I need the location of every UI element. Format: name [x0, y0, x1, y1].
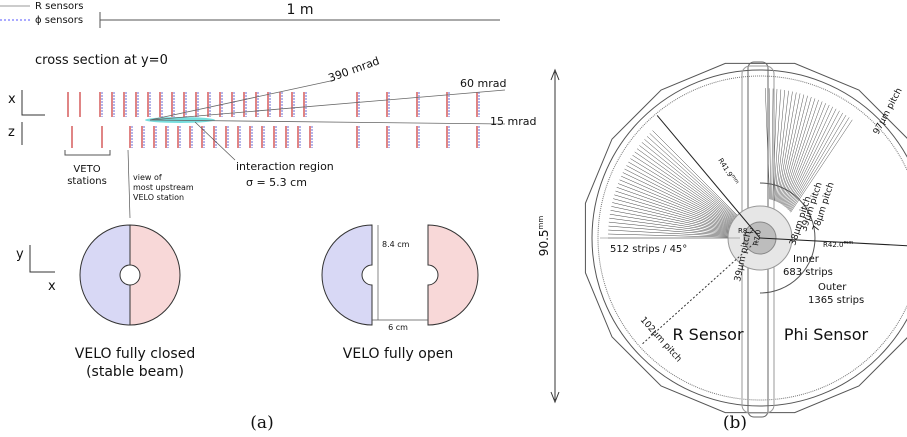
veto-bracket	[65, 150, 110, 155]
outer-label: 1365 strips	[808, 295, 864, 306]
section-title: cross section at y=0	[35, 53, 168, 68]
legend-phi: ϕ sensors	[35, 15, 83, 26]
line-390mrad	[150, 80, 335, 120]
height-unit: mm	[537, 216, 545, 230]
interaction-label: σ = 5.3 cm	[246, 176, 307, 189]
sensor-name: R Sensor	[672, 325, 743, 344]
radius-inner: R8.2	[738, 227, 754, 235]
panel-label: (b)	[723, 413, 747, 433]
inner-label: 683 strips	[783, 267, 833, 278]
phi-strip	[777, 92, 793, 202]
radius-unit: mm	[843, 240, 853, 246]
height-value: 90.5	[537, 229, 551, 256]
axis-z: z	[8, 125, 15, 140]
line-60mrad	[150, 90, 505, 120]
axis-x: x	[8, 92, 16, 107]
velo-half	[80, 225, 130, 325]
phi-strip	[772, 89, 773, 200]
angle-15: 15 mrad	[490, 115, 536, 128]
inner-label: Inner	[793, 254, 820, 265]
dim-width: 6 cm	[388, 323, 408, 332]
view-label: VELO station	[133, 193, 184, 202]
caption-closed: (stable beam)	[86, 364, 184, 380]
view-label: view of	[133, 173, 162, 182]
veto-label: stations	[67, 176, 107, 187]
axis-x: x	[48, 279, 56, 294]
r-strip	[620, 180, 733, 227]
caption-open: VELO fully open	[343, 346, 453, 362]
r-strip	[628, 162, 734, 223]
velo-half	[322, 225, 372, 325]
phi-strip	[778, 92, 797, 202]
height-label: 90.5mm	[537, 216, 551, 257]
angle-60: 60 mrad	[460, 77, 506, 90]
outer-label: Outer	[818, 282, 847, 293]
phi-strip	[765, 88, 769, 199]
phi-strip	[769, 88, 771, 199]
axes-top	[22, 90, 45, 145]
r-strip	[644, 139, 737, 218]
r-strip	[609, 218, 730, 234]
view-label: most upstream	[133, 183, 194, 192]
caption-closed: VELO fully closed	[75, 346, 195, 362]
veto-label: VETO	[73, 164, 100, 175]
r-strip	[626, 165, 733, 223]
scale-label: 1 m	[287, 2, 314, 18]
radius-value: R42.0	[823, 241, 843, 249]
velo-half	[428, 225, 478, 325]
sensor-name: Phi Sensor	[784, 325, 869, 344]
radius-unit: mm	[730, 174, 740, 186]
legend-r: R sensors	[35, 1, 83, 12]
dim-height: 8.4 cm	[382, 240, 410, 249]
r-strip	[621, 176, 732, 226]
interaction-pointer	[195, 122, 235, 160]
interaction-label: interaction region	[236, 160, 334, 173]
axis-y: y	[16, 247, 24, 262]
r-strip	[650, 133, 738, 217]
axes-bottom	[30, 245, 55, 272]
velo-half	[130, 225, 180, 325]
figure: R sensors ϕ sensors 1 m cross section at…	[0, 0, 907, 437]
radius-label: R41.9mm	[716, 156, 740, 186]
view-pointer	[128, 150, 130, 218]
r-strips: 512 strips / 45°	[610, 244, 687, 255]
angle-390: 390 mrad	[327, 54, 382, 84]
panel-label: (a)	[250, 413, 273, 433]
radius-label: R42.0mm	[823, 240, 853, 249]
